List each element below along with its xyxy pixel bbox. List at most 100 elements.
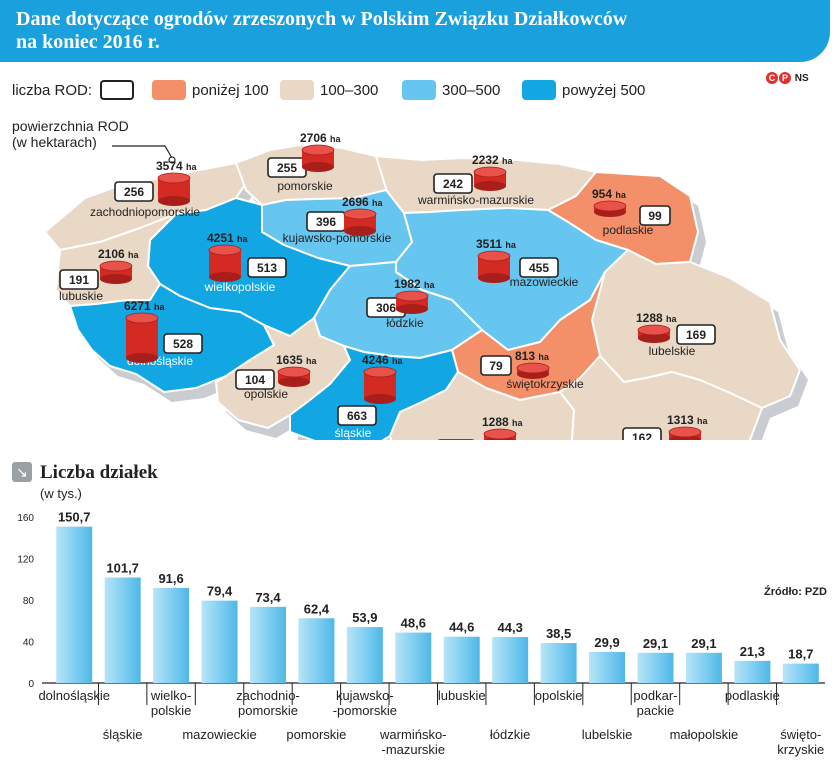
bar-value-label: 44,3	[498, 620, 523, 635]
page-title-line2: na koniec 2016 r.	[16, 31, 160, 53]
rod-count-lubuskie: 191	[69, 273, 89, 287]
y-tick-label: 80	[23, 596, 35, 607]
rod-count-podlaskie: 99	[648, 209, 662, 223]
region-label-świętokrzyskie: świętokrzyskie	[506, 377, 584, 391]
rod-box-lubuskie	[59, 269, 99, 290]
region-label-wielkopolskie: wielkopolskie	[204, 280, 276, 294]
header: Dane dotyczące ogrodów zrzeszonych w Pol…	[0, 0, 840, 64]
map-note-leader	[112, 145, 173, 159]
area-label-łódzkie: 1982 ha	[394, 277, 436, 291]
bar-warmińsko-mazurskie	[395, 632, 432, 683]
category-label: pomorskie	[286, 727, 346, 742]
rod-box-wielkopolskie	[247, 257, 287, 278]
category-label: lubelskie	[582, 727, 633, 742]
allotments-bar-chart: 0 40 80 120 160 150,7 dolnośląskie 101,7 śląski…	[17, 510, 825, 757]
legend-swatch-above-500	[522, 80, 556, 100]
area-label-małopolskie: 1288 ha	[482, 415, 524, 429]
bar-świętokrzyskie	[782, 663, 819, 683]
area-cylinder-lubelskie	[637, 324, 671, 343]
bar-dolnośląskie	[56, 526, 93, 683]
arrow-down-right-icon: ↘	[12, 462, 32, 482]
bar-kujawsko-pomorskie	[346, 627, 383, 683]
category-label: opolskie	[535, 688, 583, 703]
bar-opolskie	[540, 643, 577, 683]
rod-count-podkarpackie: 162	[632, 431, 652, 440]
area-cylinder-warmińsko-mazurskie	[473, 166, 507, 191]
area-label-wielkopolskie: 4251 ha	[207, 231, 249, 245]
rod-count-śląskie: 663	[347, 409, 367, 423]
map-area-note-line2: (w hektarach)	[12, 134, 97, 150]
area-label-dolnośląskie: 6271 ha	[124, 299, 166, 313]
rod-box-podkarpackie	[622, 427, 662, 440]
region-label-pomorskie: pomorskie	[277, 179, 333, 193]
bar-value-label: 62,4	[304, 601, 330, 616]
rod-count-kujawsko-pomorskie: 396	[316, 215, 336, 229]
legend-swatch-below-100	[152, 80, 186, 100]
area-cylinder-świętokrzyskie	[516, 362, 550, 379]
bar-value-label: 44,6	[449, 620, 474, 635]
rod-box-podlaskie	[639, 205, 671, 226]
area-cylinder-łódzkie	[395, 290, 429, 314]
area-cylinder-podkarpackie	[668, 426, 702, 440]
region-label-kujawsko-pomorskie: kujawsko-pomorskie	[283, 231, 392, 245]
category-label: małopolskie	[670, 727, 739, 742]
bar-value-label: 21,3	[740, 644, 765, 659]
category-label: zachodnio-	[236, 688, 300, 703]
category-label: kujawsko-	[336, 688, 394, 703]
region-podkarpackie	[559, 355, 763, 440]
rod-box-śląskie	[337, 405, 377, 426]
map-note-dot	[168, 156, 176, 164]
category-label: święto-	[780, 727, 821, 742]
bar-lubelskie	[589, 651, 626, 683]
area-cylinder-kujawsko-pomorskie	[343, 208, 377, 236]
bar-lubuskie	[443, 636, 480, 683]
page-title-line1: Dane dotyczące ogrodów zrzeszonych w Pol…	[16, 8, 628, 30]
region-label-śląskie: śląskie	[335, 426, 372, 440]
bar-value-label: 73,4	[255, 590, 281, 605]
y-tick-label: 40	[23, 638, 35, 649]
area-label-śląskie: 4246 ha	[362, 353, 404, 367]
bar-value-label: 150,7	[58, 510, 91, 525]
category-label: -mazurskie	[381, 742, 445, 757]
rod-box-lubelskie	[676, 324, 716, 345]
y-tick-label: 0	[28, 679, 34, 690]
region-label-lubelskie: lubelskie	[649, 344, 696, 358]
category-label: śląskie	[103, 727, 143, 742]
map-area-note-line1: powierzchnia ROD	[12, 118, 129, 134]
bar-podlaskie	[734, 660, 771, 683]
map-area-note: powierzchnia ROD (w hektarach)	[12, 118, 129, 150]
area-cylinder-lubuskie	[99, 260, 133, 284]
legend-label-100-300: 100–300	[320, 82, 379, 99]
category-label: lubuskie	[438, 688, 486, 703]
rod-count-mazowieckie: 455	[529, 261, 549, 275]
category-label: packie	[637, 703, 675, 718]
rod-count-warmińsko-mazurskie: 242	[443, 177, 463, 191]
region-label-lubuskie: lubuskie	[59, 289, 103, 303]
bar-pomorskie	[298, 618, 335, 683]
category-label: podlaskie	[725, 688, 780, 703]
rod-count-łódzkie: 306	[376, 301, 396, 315]
legend-swatch-100-300	[280, 80, 314, 100]
bar-value-label: 38,5	[546, 626, 571, 641]
area-cylinder-wielkopolskie	[208, 244, 242, 282]
bar-łódzkie	[492, 637, 529, 683]
region-label-mazowieckie: mazowieckie	[510, 275, 579, 289]
legend-swatch-300-500	[402, 80, 436, 100]
rod-count-zachodniopomorskie: 256	[124, 185, 144, 199]
bar-śląskie	[104, 577, 141, 683]
rod-box-mazowieckie	[519, 257, 559, 278]
bar-value-label: 29,1	[643, 636, 668, 651]
rod-count-świętokrzyskie: 79	[489, 359, 503, 373]
category-label: polskie	[151, 703, 191, 718]
region-label-zachodniopomorskie: zachodniopomorskie	[90, 205, 200, 219]
area-label-podlaskie: 954 ha	[592, 187, 627, 201]
area-label-zachodniopomorskie: 3574 ha	[156, 159, 198, 173]
logo-p-icon: P	[779, 72, 791, 84]
bar-value-label: 29,9	[594, 635, 619, 650]
bar-value-label: 79,4	[207, 584, 233, 599]
y-tick-label: 120	[17, 555, 34, 566]
legend-label-below-100: poniżej 100	[192, 82, 269, 99]
legend-rod-box	[100, 80, 134, 100]
category-label: dolnośląskie	[38, 688, 110, 703]
